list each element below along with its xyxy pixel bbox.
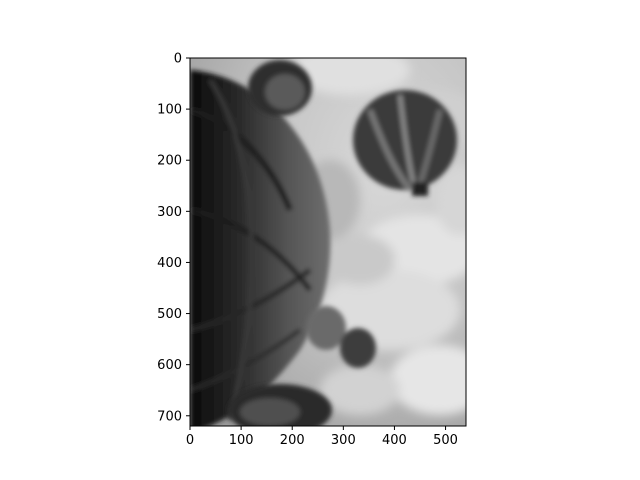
balloon-right — [353, 90, 457, 196]
x-axis-ticks: 0 100 200 300 400 500 — [186, 426, 458, 448]
y-tick-label: 400 — [157, 256, 182, 271]
balloon-top — [248, 60, 312, 116]
y-tick-label: 500 — [157, 307, 182, 322]
x-tick-label: 0 — [186, 433, 194, 448]
x-tick-label: 100 — [229, 433, 254, 448]
x-tick-label: 500 — [433, 433, 458, 448]
x-tick-label: 400 — [382, 433, 407, 448]
y-tick-label: 200 — [157, 154, 182, 169]
x-tick-label: 200 — [280, 433, 305, 448]
balloon-bottom — [228, 384, 332, 426]
y-tick-label: 0 — [174, 52, 182, 67]
y-tick-label: 600 — [157, 358, 182, 373]
y-tick-label: 700 — [157, 409, 182, 424]
axes-frame — [189, 57, 467, 427]
balloon-large — [190, 70, 331, 426]
balloons-middle — [306, 306, 376, 368]
x-tick-label: 300 — [331, 433, 356, 448]
y-tick-label: 300 — [157, 205, 182, 220]
image-area — [190, 58, 466, 426]
y-axis-ticks: 0 100 200 300 400 500 600 700 — [157, 52, 190, 424]
y-tick-label: 100 — [157, 103, 182, 118]
